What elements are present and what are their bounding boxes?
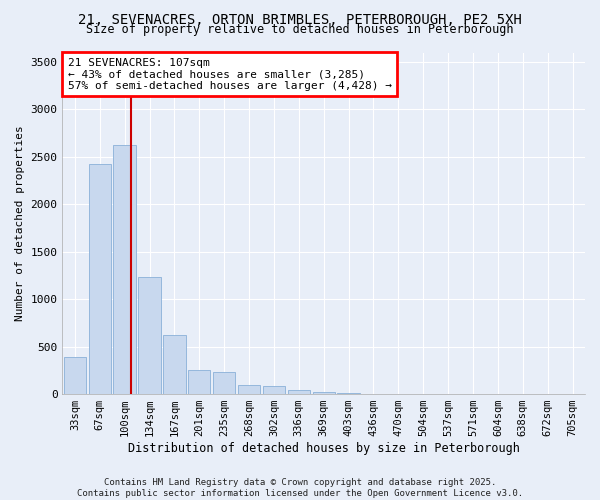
Bar — [213, 372, 235, 394]
Text: 21, SEVENACRES, ORTON BRIMBLES, PETERBOROUGH, PE2 5XH: 21, SEVENACRES, ORTON BRIMBLES, PETERBOR… — [78, 12, 522, 26]
Bar — [287, 390, 310, 394]
Text: Contains HM Land Registry data © Crown copyright and database right 2025.
Contai: Contains HM Land Registry data © Crown c… — [77, 478, 523, 498]
Bar — [337, 393, 360, 394]
Bar — [89, 164, 111, 394]
Bar — [313, 392, 335, 394]
Bar — [163, 336, 185, 394]
Y-axis label: Number of detached properties: Number of detached properties — [15, 126, 25, 321]
X-axis label: Distribution of detached houses by size in Peterborough: Distribution of detached houses by size … — [128, 442, 520, 455]
Text: Size of property relative to detached houses in Peterborough: Size of property relative to detached ho… — [86, 22, 514, 36]
Text: 21 SEVENACRES: 107sqm
← 43% of detached houses are smaller (3,285)
57% of semi-d: 21 SEVENACRES: 107sqm ← 43% of detached … — [68, 58, 392, 91]
Bar — [113, 146, 136, 394]
Bar — [263, 386, 285, 394]
Bar — [188, 370, 211, 394]
Bar — [139, 278, 161, 394]
Bar — [64, 357, 86, 394]
Bar — [238, 384, 260, 394]
